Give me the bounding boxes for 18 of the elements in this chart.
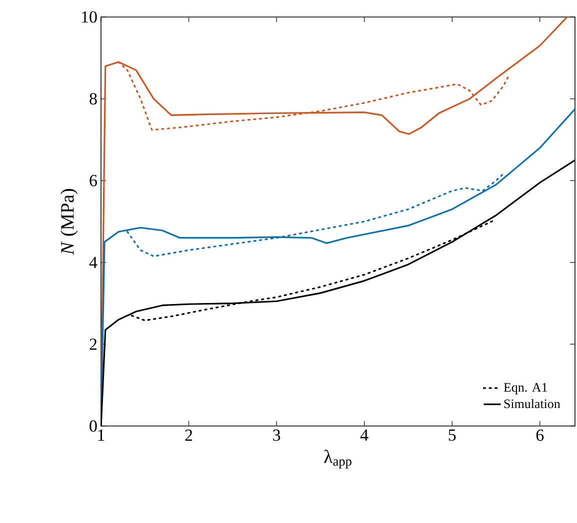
y-tick-label: 0 (90, 420, 97, 432)
y-axis-title: N (MPa) (60, 189, 78, 255)
x-tick-label: 3 (273, 430, 280, 441)
y-tick-label: 4 (89, 256, 98, 268)
y-tick-label: 8 (90, 93, 97, 105)
line-series (118, 61, 510, 131)
y-tick-label: 6 (90, 174, 97, 186)
line-series (126, 172, 506, 258)
legend-label: Simulation (504, 399, 560, 408)
x-tick-label: 1 (98, 430, 104, 441)
x-tick-label: 2 (185, 430, 192, 441)
x-tick-label: 4 (360, 430, 368, 441)
legend-label: Eqn. A1 (504, 383, 547, 394)
y-tick-label: 2 (90, 338, 97, 350)
x-axis-title: λ$_{app}$ (324, 450, 352, 468)
x-tick-label: 6 (536, 430, 544, 441)
y-tick-label: 10 (82, 11, 97, 23)
x-tick-label: 5 (448, 430, 456, 441)
